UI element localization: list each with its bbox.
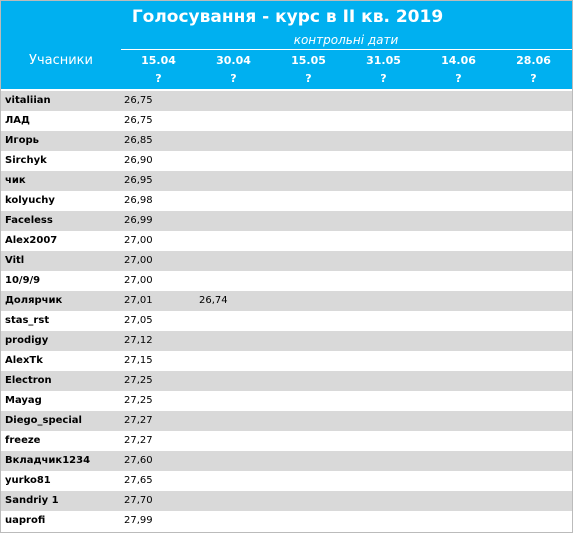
table-row: ЛАД 26,75	[1, 111, 572, 131]
table-row: freeze 27,27	[1, 431, 572, 451]
participant-name: Electron	[5, 375, 52, 386]
date-header: 30.04	[216, 54, 251, 67]
table-row: чик 26,95	[1, 171, 572, 191]
participant-name: Diego_special	[5, 415, 82, 426]
date-header: 14.06	[441, 54, 476, 67]
participant-name: freeze	[5, 435, 41, 446]
rate-value: 27,00	[124, 255, 153, 266]
rate-value: 27,60	[124, 455, 153, 466]
participant-name: 10/9/9	[5, 275, 41, 286]
participant-name: Долярчик	[5, 295, 63, 306]
table-row: Mayag 27,25	[1, 391, 572, 411]
rate-value: 27,01	[124, 295, 153, 306]
table-row: prodigy 27,12	[1, 331, 572, 351]
participant-name: Sirchyk	[5, 155, 47, 166]
table-row: Faceless 26,99	[1, 211, 572, 231]
rate-value: 27,27	[124, 415, 153, 426]
rate-value: 27,05	[124, 315, 153, 326]
date-mark: ?	[155, 72, 162, 85]
date-header: 15.05	[291, 54, 326, 67]
table-row: yurko81 27,65	[1, 471, 572, 491]
table-row: Sirchyk 26,90	[1, 151, 572, 171]
rate-value: 26,74	[199, 295, 228, 306]
subtitle: контрольні дати	[293, 33, 399, 47]
date-header: 31.05	[366, 54, 401, 67]
participant-name: Игорь	[5, 135, 39, 146]
table-row: stas_rst 27,05	[1, 311, 572, 331]
rate-value: 26,98	[124, 195, 153, 206]
participant-name: Mayag	[5, 395, 42, 406]
table-row: Diego_special 27,27	[1, 411, 572, 431]
table-row: vitaliian 26,75	[1, 91, 572, 111]
participants-label: Учасники	[29, 53, 93, 68]
table-row: uaprofi 27,99	[1, 511, 572, 531]
table-row: Вкладчик1234 27,60	[1, 451, 572, 471]
rate-value: 26,90	[124, 155, 153, 166]
participant-name: kolyuchy	[5, 195, 55, 206]
rate-value: 27,70	[124, 495, 153, 506]
rate-value: 27,99	[124, 515, 153, 526]
rate-value: 27,25	[124, 395, 153, 406]
rate-value: 26,75	[124, 95, 153, 106]
table-row: Vitl 27,00	[1, 251, 572, 271]
rate-value: 26,95	[124, 175, 153, 186]
rate-value: 26,85	[124, 135, 153, 146]
participant-name: vitaliian	[5, 95, 51, 106]
participant-name: AlexTk	[5, 355, 43, 366]
header: Голосування - курс в II кв. 2019 контрол…	[1, 1, 572, 89]
participant-name: uaprofi	[5, 515, 46, 526]
table-row: Игорь 26,85	[1, 131, 572, 151]
participant-name: stas_rst	[5, 315, 50, 326]
participant-name: prodigy	[5, 335, 49, 346]
participant-name: чик	[5, 175, 26, 186]
participant-name: Sandriy 1	[5, 495, 59, 506]
title: Голосування - курс в II кв. 2019	[131, 7, 444, 27]
participant-name: yurko81	[5, 475, 51, 486]
table-row: AlexTk 27,15	[1, 351, 572, 371]
participant-name: Alex2007	[5, 235, 58, 246]
date-mark: ?	[455, 72, 462, 85]
date-mark: ?	[305, 72, 312, 85]
rate-value: 27,00	[124, 275, 153, 286]
participant-name: Вкладчик1234	[5, 455, 91, 466]
date-header: 28.06	[516, 54, 551, 67]
rate-value: 27,27	[124, 435, 153, 446]
divider	[121, 49, 572, 50]
table-row: 10/9/9 27,00	[1, 271, 572, 291]
rate-value: 27,12	[124, 335, 153, 346]
table-row: Sandriy 1 27,70	[1, 491, 572, 511]
date-mark: ?	[380, 72, 387, 85]
rate-value: 26,99	[124, 215, 153, 226]
table-row: kolyuchy 26,98	[1, 191, 572, 211]
participant-name: Faceless	[5, 215, 53, 226]
date-header: 15.04	[141, 54, 176, 67]
participant-name: Vitl	[5, 255, 25, 266]
date-mark: ?	[530, 72, 537, 85]
table-row: Alex2007 27,00	[1, 231, 572, 251]
table-row: Electron 27,25	[1, 371, 572, 391]
participant-name: ЛАД	[5, 115, 30, 126]
rate-value: 27,00	[124, 235, 153, 246]
rate-value: 27,25	[124, 375, 153, 386]
date-mark: ?	[230, 72, 237, 85]
rate-value: 27,65	[124, 475, 153, 486]
rate-value: 27,15	[124, 355, 153, 366]
rate-value: 26,75	[124, 115, 153, 126]
table-row: Долярчик 27,01 26,74	[1, 291, 572, 311]
